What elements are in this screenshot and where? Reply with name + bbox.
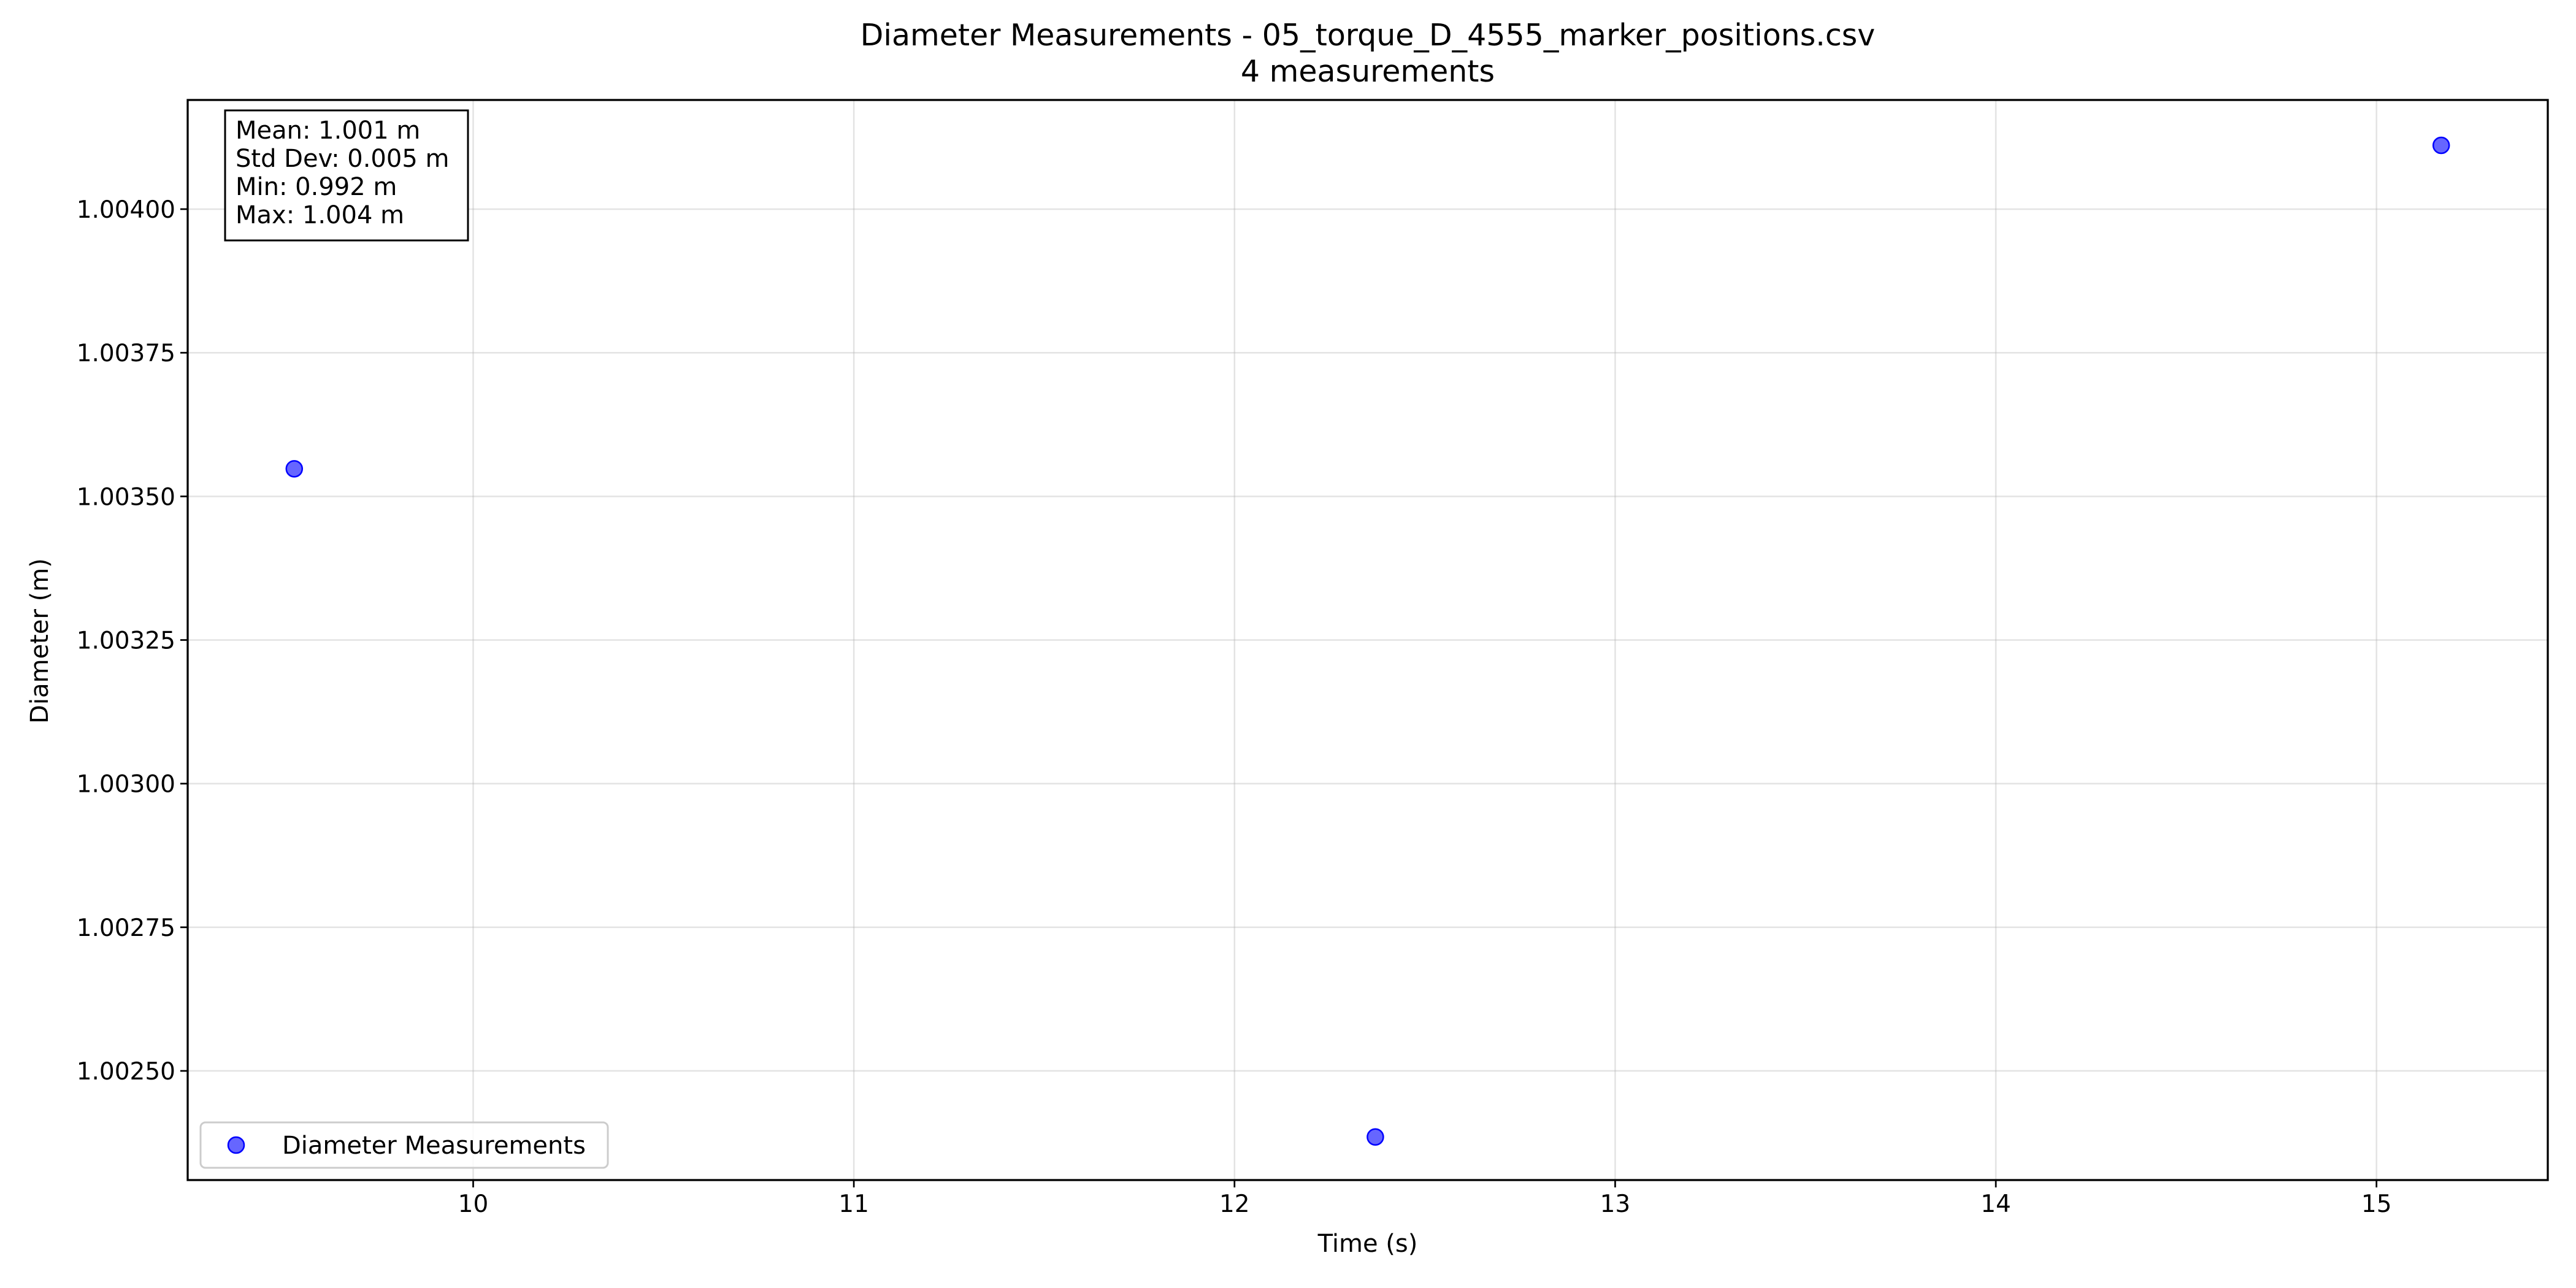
y-tick-label: 1.00350 [77,483,175,511]
stats-mean: Mean: 1.001 m [236,117,420,145]
stats-max: Max: 1.004 m [236,201,404,229]
y-tick-label: 1.00400 [77,196,175,224]
chart-title: Diameter Measurements - 05_torque_D_4555… [861,18,1876,53]
data-point [285,460,304,478]
x-tick-label: 13 [1600,1190,1631,1218]
y-tick-label: 1.00275 [77,914,175,942]
x-tick-label: 14 [1980,1190,2011,1218]
y-axis-label: Diameter (m) [26,558,54,724]
stats-box: Mean: 1.001 m Std Dev: 0.005 m Min: 0.99… [224,109,469,242]
data-points [285,136,2450,1146]
grid [188,100,2548,1180]
x-tick-label: 12 [1219,1190,1250,1218]
stats-box-frame [224,109,469,242]
x-tick-label: 11 [838,1190,869,1218]
x-axis-ticks: 10 11 12 13 14 15 [458,1180,2392,1218]
stats-std-dev: Std Dev: 0.005 m [236,145,449,173]
legend-label: Diameter Measurements [282,1132,586,1160]
legend: Diameter Measurements [199,1121,609,1169]
x-tick-label: 10 [458,1190,489,1218]
x-axis-label: Time (s) [1317,1230,1418,1258]
stats-min: Min: 0.992 m [236,173,397,201]
y-tick-label: 1.00250 [77,1058,175,1086]
y-axis-ticks: 1.00250 1.00275 1.00300 1.00325 1.00350 1.003… [77,196,188,1086]
y-tick-label: 1.00300 [77,771,175,799]
data-point [1367,1128,1384,1146]
chart-subtitle: 4 measurements [1241,54,1495,89]
legend-frame [199,1121,609,1169]
y-tick-label: 1.00325 [77,627,175,655]
legend-marker [227,1136,245,1154]
y-tick-label: 1.00375 [77,340,175,367]
x-tick-label: 15 [2361,1190,2392,1218]
data-point [2432,136,2450,155]
